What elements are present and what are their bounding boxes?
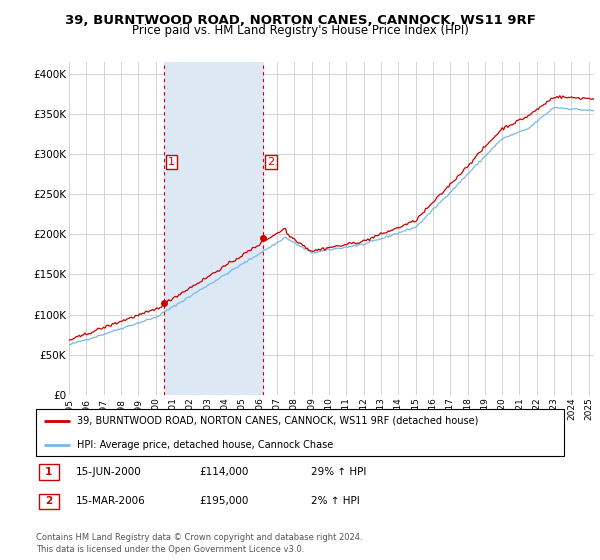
Text: 1: 1 bbox=[168, 157, 175, 167]
Text: Price paid vs. HM Land Registry's House Price Index (HPI): Price paid vs. HM Land Registry's House … bbox=[131, 24, 469, 36]
Text: 39, BURNTWOOD ROAD, NORTON CANES, CANNOCK, WS11 9RF: 39, BURNTWOOD ROAD, NORTON CANES, CANNOC… bbox=[65, 14, 535, 27]
Text: £114,000: £114,000 bbox=[200, 467, 249, 477]
Text: 2% ↑ HPI: 2% ↑ HPI bbox=[311, 496, 359, 506]
FancyBboxPatch shape bbox=[36, 409, 564, 456]
Text: 39, BURNTWOOD ROAD, NORTON CANES, CANNOCK, WS11 9RF (detached house): 39, BURNTWOOD ROAD, NORTON CANES, CANNOC… bbox=[77, 416, 479, 426]
Text: HPI: Average price, detached house, Cannock Chase: HPI: Average price, detached house, Cann… bbox=[77, 440, 334, 450]
Text: 2: 2 bbox=[268, 157, 275, 167]
FancyBboxPatch shape bbox=[38, 493, 59, 509]
Text: 15-MAR-2006: 15-MAR-2006 bbox=[76, 496, 145, 506]
Text: 2: 2 bbox=[45, 496, 52, 506]
Text: 1: 1 bbox=[45, 467, 52, 477]
Text: 15-JUN-2000: 15-JUN-2000 bbox=[76, 467, 142, 477]
Text: 29% ↑ HPI: 29% ↑ HPI bbox=[311, 467, 366, 477]
FancyBboxPatch shape bbox=[38, 464, 59, 479]
Text: £195,000: £195,000 bbox=[200, 496, 249, 506]
Text: Contains HM Land Registry data © Crown copyright and database right 2024.
This d: Contains HM Land Registry data © Crown c… bbox=[36, 533, 362, 554]
Bar bbox=[164, 62, 263, 395]
